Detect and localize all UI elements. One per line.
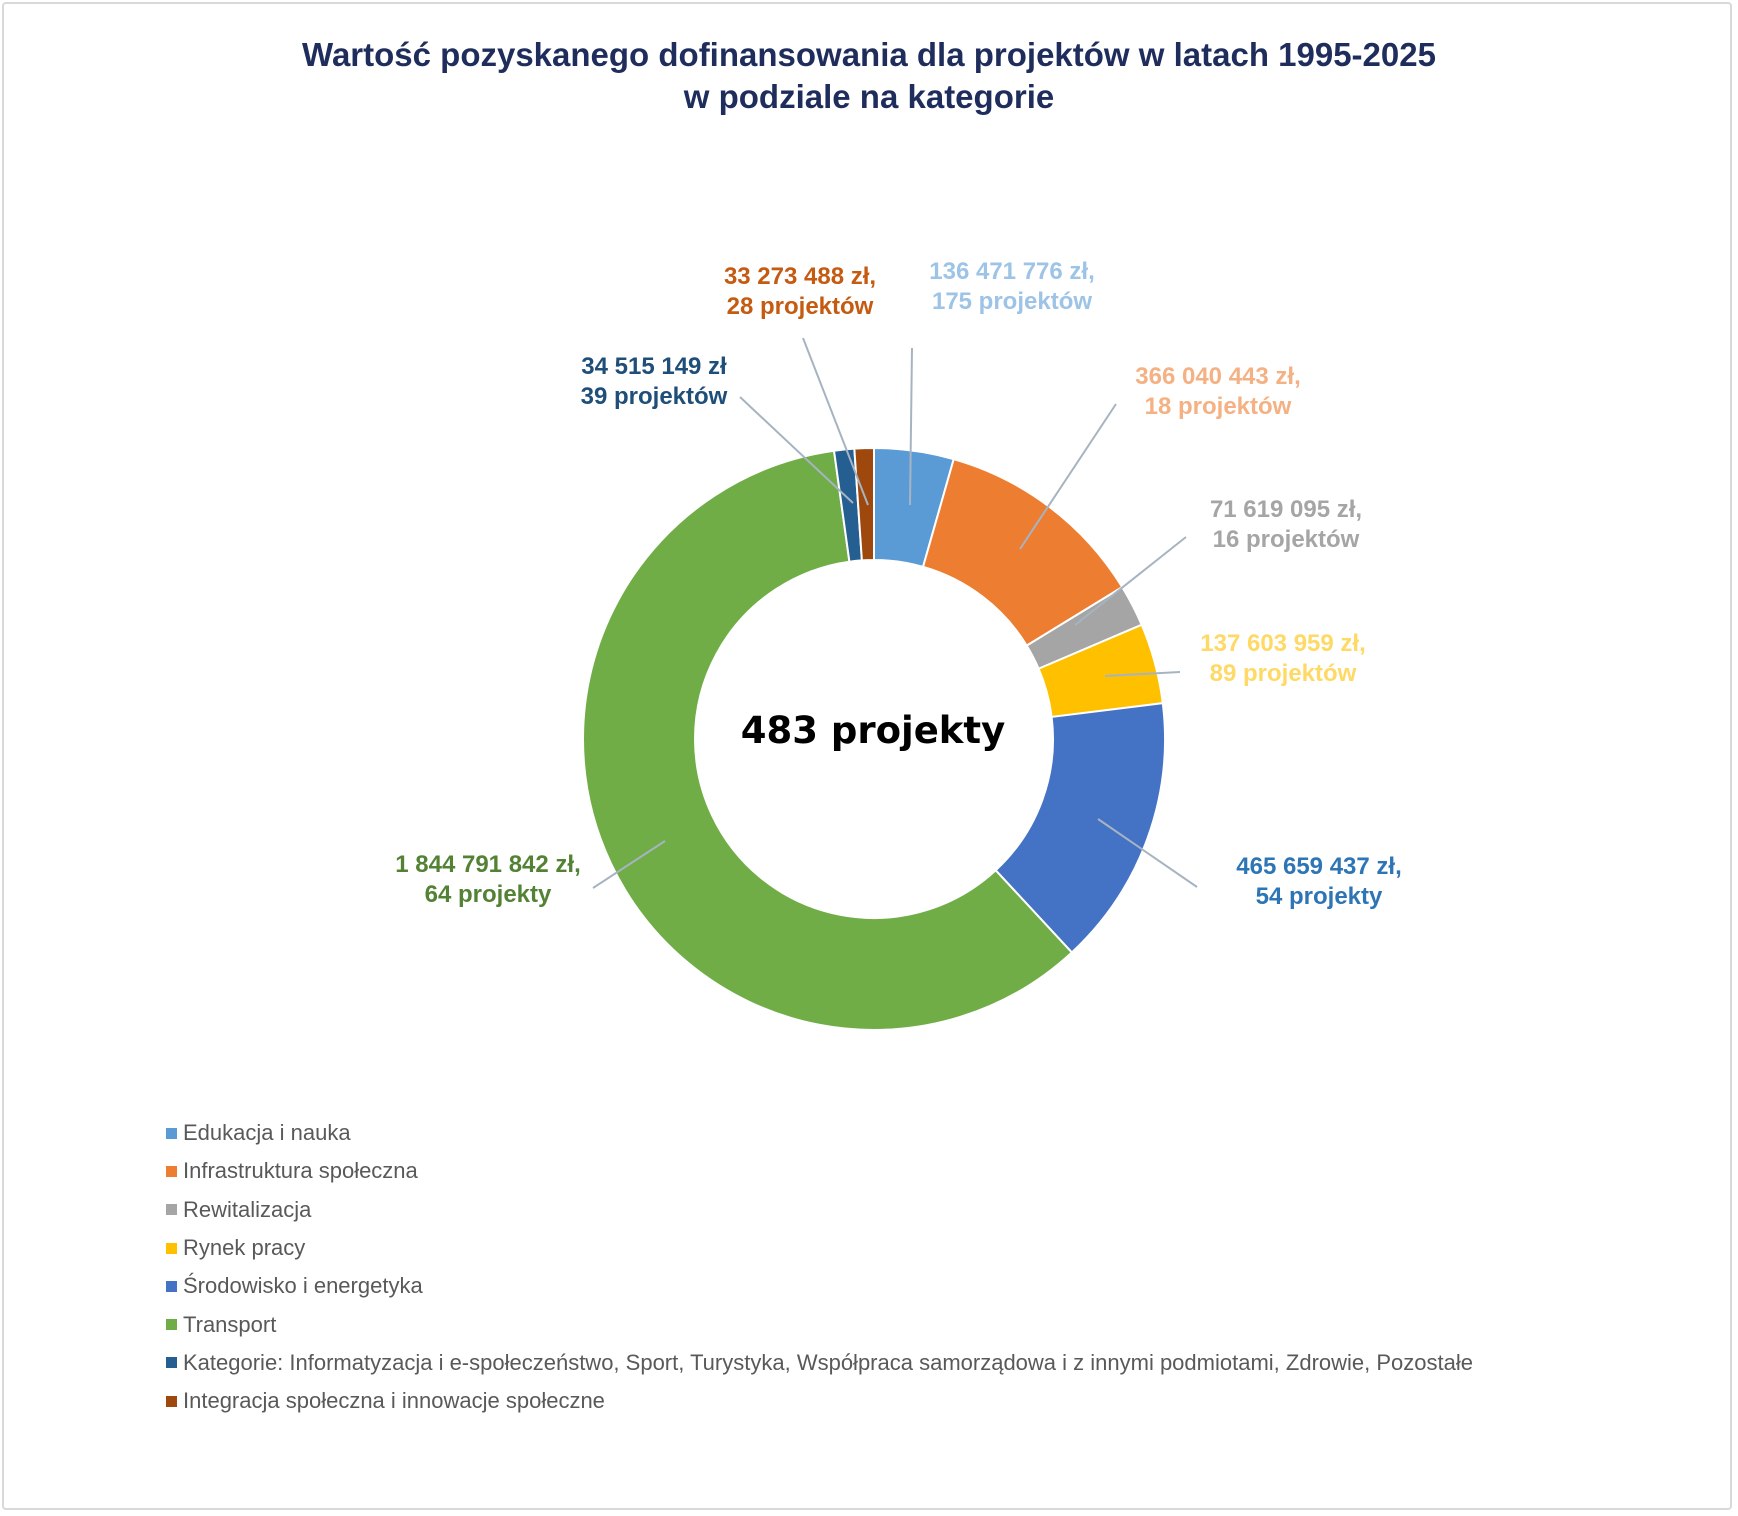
data-label-count-4: 89 projektów bbox=[1210, 660, 1357, 687]
legend-swatch bbox=[166, 1127, 177, 1139]
data-label-count-6: 64 projekty bbox=[425, 881, 552, 908]
data-label-count-1: 175 projektów bbox=[932, 288, 1092, 315]
leader-line-2 bbox=[1019, 403, 1117, 550]
legend-label: Środowisko i energetyka bbox=[183, 1273, 423, 1299]
legend-label: Rynek pracy bbox=[183, 1235, 306, 1261]
legend-label: Rewitalizacja bbox=[183, 1196, 312, 1222]
legend-swatch bbox=[166, 1165, 177, 1177]
leader-line-3 bbox=[1074, 536, 1187, 626]
data-label-count-8: 28 projektów bbox=[727, 293, 874, 320]
legend-item-8: Integracja społeczna i innowacje społecz… bbox=[166, 1382, 1473, 1420]
donut-slices bbox=[582, 446, 1166, 1031]
leader-lines bbox=[592, 337, 1198, 889]
leader-line-4 bbox=[1104, 671, 1181, 677]
legend-label: Infrastruktura społeczna bbox=[183, 1158, 418, 1184]
legend-label: Transport bbox=[183, 1311, 277, 1337]
data-label-value-4: 137 603 959 zł, bbox=[1200, 630, 1365, 657]
data-label-count-7: 39 projektów bbox=[581, 383, 728, 410]
legend-item-5: Środowisko i energetyka bbox=[166, 1267, 1473, 1305]
data-label-value-1: 136 471 776 zł, bbox=[929, 258, 1094, 285]
chart-title-block: Wartość pozyskanego dofinansowania dla p… bbox=[0, 34, 1738, 118]
data-label-count-5: 54 projekty bbox=[1256, 883, 1383, 910]
leader-line-7 bbox=[739, 396, 854, 504]
legend-item-2: Infrastruktura społeczna bbox=[166, 1152, 1473, 1190]
leader-line-5 bbox=[1097, 818, 1198, 888]
data-label-value-3: 71 619 095 zł, bbox=[1210, 496, 1362, 523]
legend-label: Edukacja i nauka bbox=[183, 1120, 351, 1146]
legend-item-1: Edukacja i nauka bbox=[166, 1114, 1473, 1152]
donut-slice-8 bbox=[853, 446, 875, 562]
leader-line-8 bbox=[802, 337, 869, 506]
legend-swatch bbox=[166, 1280, 177, 1292]
legend-label: Kategorie: Informatyzacja i e-społeczeńs… bbox=[183, 1349, 1473, 1375]
chart-subtitle: w podziale na kategorie bbox=[683, 78, 1055, 115]
legend-swatch bbox=[166, 1319, 177, 1331]
leader-line-1 bbox=[909, 347, 913, 506]
legend-item-4: Rynek pracy bbox=[166, 1229, 1473, 1267]
legend-item-7: Kategorie: Informatyzacja i e-społeczeńs… bbox=[166, 1344, 1473, 1382]
center-label: 483 projekty bbox=[741, 709, 1005, 752]
legend-swatch bbox=[166, 1357, 177, 1369]
leader-line-6 bbox=[592, 840, 666, 889]
data-label-value-8: 33 273 488 zł, bbox=[724, 263, 876, 290]
data-label-count-2: 18 projektów bbox=[1145, 393, 1292, 420]
legend: Edukacja i nauka Infrastruktura społeczna… bbox=[166, 1114, 1473, 1420]
chart-title: Wartość pozyskanego dofinansowania dla p… bbox=[302, 36, 1436, 73]
donut-slice-6 bbox=[582, 449, 1074, 1031]
data-label-count-3: 16 projektów bbox=[1213, 526, 1360, 553]
legend-label: Integracja społeczna i innowacje społecz… bbox=[183, 1388, 605, 1414]
data-label-value-7: 34 515 149 zł bbox=[581, 353, 727, 380]
legend-swatch bbox=[166, 1395, 177, 1407]
legend-swatch bbox=[166, 1204, 177, 1216]
legend-item-3: Rewitalizacja bbox=[166, 1191, 1473, 1229]
legend-item-6: Transport bbox=[166, 1305, 1473, 1343]
data-label-value-2: 366 040 443 zł, bbox=[1135, 363, 1300, 390]
legend-swatch bbox=[166, 1242, 177, 1254]
data-label-value-6: 1 844 791 842 zł, bbox=[395, 851, 580, 878]
data-label-value-5: 465 659 437 zł, bbox=[1236, 853, 1401, 880]
data-labels: 136 471 776 zł, 175 projektów 366 040 443 … bbox=[395, 258, 1401, 910]
